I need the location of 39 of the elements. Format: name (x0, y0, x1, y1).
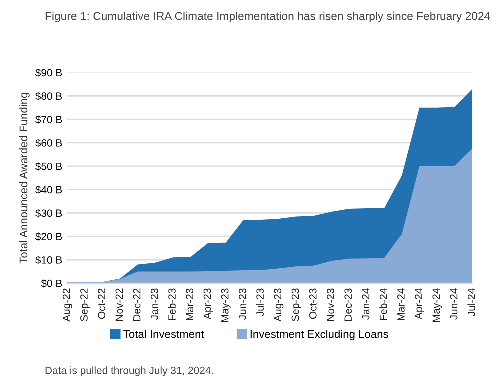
x-tick-label: May-24 (432, 288, 442, 322)
x-tick-label: Oct-23 (309, 288, 317, 320)
x-tick-label: Dec-23 (344, 288, 352, 322)
y-tick-label: $80 B (36, 92, 62, 101)
y-tick-label: $90 B (36, 68, 62, 78)
y-tick-label: $40 B (36, 186, 62, 194)
x-tick-label: Dec-22 (133, 288, 141, 322)
x-tick-label: Sep-23 (292, 288, 302, 322)
y-axis-title: Total Announced Awarded Funding (20, 93, 30, 264)
chart-title: Figure 1: Cumulative IRA Climate Implementation has risen sharply since February 2024 (46, 12, 490, 23)
x-tick-label: Mar-24 (397, 288, 405, 320)
x-tick-label: Apr-24 (415, 288, 425, 320)
x-tick-label: Jan-24 (362, 288, 370, 320)
x-tick-label: Feb-23 (168, 288, 176, 320)
x-tick-label: Jun-23 (239, 288, 246, 320)
x-tick-label: Nov-22 (116, 288, 124, 322)
x-tick-label: Jul-24 (468, 288, 476, 316)
x-tick-label: Sep-22 (80, 288, 90, 322)
x-tick-label: Jul-23 (256, 288, 264, 316)
y-tick-label: $0 B (41, 279, 62, 288)
x-tick-label: Mar-23 (186, 288, 194, 320)
x-tick-label: Oct-22 (98, 288, 106, 320)
y-tick-label: $60 B (36, 139, 62, 148)
x-tick-label: Jan-23 (150, 288, 158, 320)
y-tick-label: $20 B (36, 232, 62, 242)
x-tick-label: Jun-24 (450, 288, 458, 320)
y-tick-label: $50 B (36, 162, 62, 171)
x-tick-label: Aug-22 (62, 288, 72, 322)
x-tick-label: Apr-23 (204, 288, 214, 320)
x-tick-label: Nov-23 (327, 288, 334, 322)
x-tick-label: May-23 (221, 288, 231, 322)
y-tick-label: $70 B (36, 116, 62, 124)
x-tick-label: Feb-24 (380, 288, 388, 320)
y-tick-label: $30 B (36, 209, 62, 218)
x-tick-label: Aug-23 (274, 288, 284, 322)
y-tick-label: $10 B (36, 256, 62, 265)
legend-label: Total Investment (124, 330, 204, 338)
legend-label: Investment Excluding Loans (250, 330, 388, 340)
text: Data is pulled through July 31, 2024. (46, 366, 214, 376)
